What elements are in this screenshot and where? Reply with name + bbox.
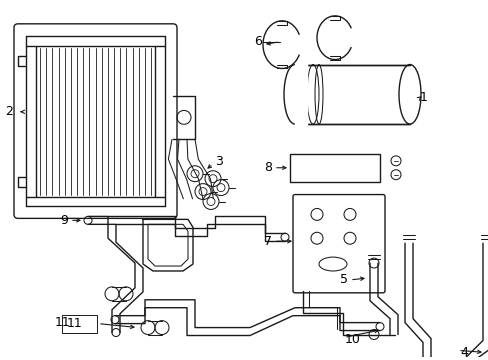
Bar [289, 154, 379, 182]
Text: 2: 2 [5, 105, 13, 118]
Text: 7: 7 [264, 235, 271, 248]
Text: 3: 3 [215, 155, 223, 168]
Text: 8: 8 [264, 161, 271, 174]
Bar [62, 315, 97, 333]
Text: 6: 6 [253, 35, 262, 48]
Text: 9: 9 [60, 214, 68, 227]
Text: 10: 10 [345, 333, 360, 346]
Text: 4: 4 [459, 346, 467, 359]
Text: 1: 1 [419, 91, 427, 104]
Text: 11: 11 [67, 317, 82, 330]
Text: 11: 11 [55, 316, 71, 329]
Bar [294, 63, 306, 126]
Text: 5: 5 [339, 274, 347, 287]
FancyBboxPatch shape [292, 194, 384, 293]
FancyBboxPatch shape [14, 24, 177, 219]
